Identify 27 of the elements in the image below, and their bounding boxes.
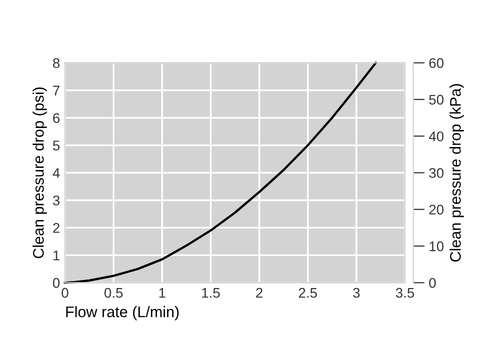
y2-tick-label: 10	[430, 241, 444, 252]
y2-axis-title: Clean pressure drop (kPa)	[450, 84, 464, 262]
y-tick-label: 5	[52, 140, 60, 150]
y-tick-label: 0	[52, 278, 60, 288]
y-tick-label: 6	[53, 113, 60, 123]
x-tick-label: 0	[62, 288, 68, 298]
x-tick-label: 3.5	[396, 288, 414, 298]
x-tick-label: 1.5	[202, 288, 220, 298]
x-tick-label: 2	[256, 288, 262, 298]
y-tick-label: 8	[53, 58, 60, 68]
y2-tick-label: 50	[429, 94, 444, 105]
x-axis-title: Flow rate (L/min)	[66, 306, 179, 320]
x-tick-label: 1	[159, 288, 166, 298]
x-tick-label: 2.5	[298, 288, 317, 298]
y2-tick-label: 0	[429, 278, 436, 288]
y2-tick-label: 30	[429, 168, 444, 178]
x-tick-label: 0.5	[104, 288, 123, 298]
y-axis-title: Clean pressure drop (psi)	[32, 88, 47, 258]
y2-tick-label: 40	[428, 131, 444, 142]
y-tick-label: 2	[53, 223, 60, 233]
y-tick-label: 7	[53, 86, 60, 96]
y2-tick-label: 60	[429, 58, 444, 68]
y-tick-label: 3	[52, 196, 60, 206]
y2-tick-label: 20	[429, 204, 444, 215]
x-tick-label: 3	[353, 288, 360, 298]
y-tick-label: 4	[52, 168, 60, 178]
y-tick-label: 1	[53, 250, 60, 260]
